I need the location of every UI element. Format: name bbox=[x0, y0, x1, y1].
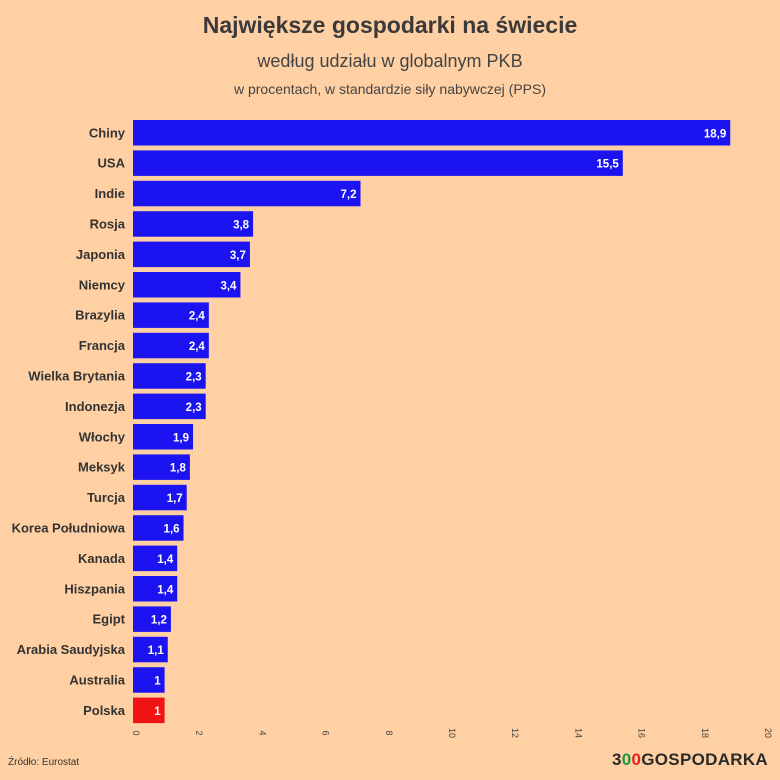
x-tick-label-5: 10 bbox=[447, 728, 457, 738]
x-tick-label-6: 12 bbox=[510, 728, 520, 738]
value-label-6: 2,4 bbox=[189, 311, 206, 323]
category-label-6: Brazylia bbox=[75, 308, 126, 323]
brand-suffix: GOSPODARKA bbox=[641, 750, 768, 769]
category-label-2: Indie bbox=[95, 186, 125, 201]
chart-subtitle: według udziału w globalnym PKB bbox=[257, 51, 523, 71]
value-label-5: 3,4 bbox=[220, 280, 237, 292]
bar-1 bbox=[133, 150, 623, 176]
brand-logo: 300GOSPODARKA bbox=[612, 750, 768, 770]
bar-15 bbox=[133, 576, 178, 602]
category-label-18: Australia bbox=[69, 672, 125, 687]
value-label-1: 15,5 bbox=[596, 159, 619, 171]
brand-zero-red: 0 bbox=[631, 750, 642, 769]
chart-title: Największe gospodarki na świecie bbox=[202, 12, 578, 38]
value-label-19: 1 bbox=[154, 706, 161, 718]
category-label-8: Wielka Brytania bbox=[28, 368, 125, 383]
category-label-19: Polska bbox=[83, 703, 126, 718]
bar-19 bbox=[133, 697, 165, 724]
category-label-9: Indonezja bbox=[65, 399, 126, 414]
category-label-5: Niemcy bbox=[79, 277, 126, 292]
x-tick-label-9: 18 bbox=[700, 728, 710, 738]
category-label-11: Meksyk bbox=[78, 460, 126, 475]
value-label-14: 1,4 bbox=[157, 554, 174, 566]
chart-units-note: w procentach, w standardzie siły nabywcz… bbox=[233, 81, 547, 97]
value-label-17: 1,1 bbox=[148, 645, 165, 657]
value-label-15: 1,4 bbox=[157, 584, 174, 596]
category-label-15: Hiszpania bbox=[64, 581, 125, 596]
category-label-17: Arabia Saudyjska bbox=[17, 642, 126, 657]
value-label-16: 1,2 bbox=[151, 615, 167, 627]
bar-7 bbox=[133, 332, 209, 359]
value-label-18: 1 bbox=[154, 675, 161, 687]
category-label-7: Francja bbox=[79, 338, 126, 353]
category-label-13: Korea Południowa bbox=[12, 520, 126, 535]
value-label-10: 1,9 bbox=[173, 432, 189, 444]
category-label-3: Rosja bbox=[90, 216, 126, 231]
bar-10 bbox=[133, 424, 194, 450]
x-tick-label-8: 16 bbox=[637, 728, 647, 738]
bar-2 bbox=[133, 180, 361, 207]
bar-0 bbox=[133, 120, 731, 146]
value-label-13: 1,6 bbox=[164, 523, 180, 535]
bar-4 bbox=[133, 241, 250, 268]
bar-14 bbox=[133, 545, 178, 572]
bar-12 bbox=[133, 484, 187, 511]
value-label-9: 2,3 bbox=[186, 402, 202, 414]
x-tick-label-0: 0 bbox=[131, 730, 141, 735]
source-note: Źródło: Eurostat bbox=[8, 757, 80, 768]
value-label-0: 18,9 bbox=[704, 128, 726, 140]
category-label-14: Kanada bbox=[78, 551, 126, 566]
value-label-8: 2,3 bbox=[186, 371, 202, 383]
category-label-4: Japonia bbox=[76, 247, 126, 262]
value-label-4: 3,7 bbox=[230, 250, 246, 262]
bar-16 bbox=[133, 606, 171, 632]
category-label-1: USA bbox=[98, 156, 126, 171]
category-label-12: Turcja bbox=[87, 490, 126, 505]
value-label-3: 3,8 bbox=[233, 219, 250, 231]
x-tick-label-10: 20 bbox=[763, 728, 773, 738]
brand-zero-green: 0 bbox=[621, 750, 632, 769]
category-label-10: Włochy bbox=[79, 429, 126, 444]
bar-17 bbox=[133, 636, 168, 663]
bar-6 bbox=[133, 302, 209, 328]
bar-9 bbox=[133, 393, 206, 420]
x-tick-label-1: 2 bbox=[194, 730, 204, 735]
x-tick-label-4: 8 bbox=[384, 730, 394, 735]
bar-8 bbox=[133, 363, 206, 389]
bar-13 bbox=[133, 515, 184, 541]
bar-11 bbox=[133, 454, 190, 480]
x-tick-label-2: 4 bbox=[257, 730, 267, 735]
bar-5 bbox=[133, 272, 241, 298]
bar-18 bbox=[133, 667, 165, 693]
value-label-12: 1,7 bbox=[167, 493, 183, 505]
bar-3 bbox=[133, 211, 254, 237]
brand-prefix: 3 bbox=[611, 750, 622, 769]
value-label-7: 2,4 bbox=[189, 341, 206, 353]
x-tick-label-3: 6 bbox=[321, 730, 331, 735]
value-label-11: 1,8 bbox=[170, 463, 187, 475]
value-label-2: 7,2 bbox=[341, 189, 357, 201]
category-label-0: Chiny bbox=[89, 125, 126, 140]
category-label-16: Egipt bbox=[93, 612, 126, 627]
x-tick-label-7: 14 bbox=[573, 728, 583, 738]
